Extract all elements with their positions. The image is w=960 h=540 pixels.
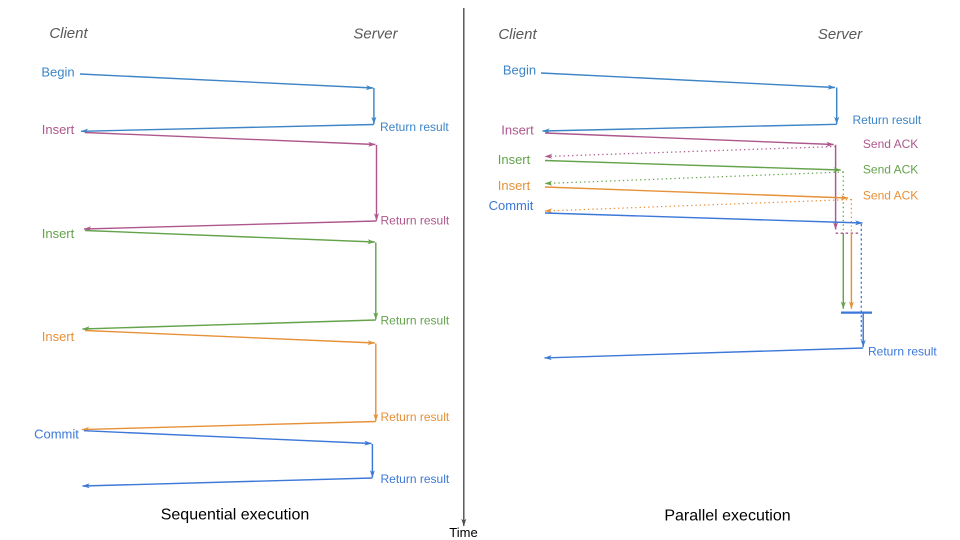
svg-text:Insert: Insert <box>498 178 531 193</box>
svg-text:Insert: Insert <box>42 329 75 344</box>
svg-text:Send ACK: Send ACK <box>863 137 918 151</box>
svg-text:Begin: Begin <box>41 64 74 79</box>
svg-text:Sequential execution: Sequential execution <box>161 507 310 524</box>
svg-text:Return result: Return result <box>380 120 449 134</box>
svg-text:Return result: Return result <box>381 472 450 486</box>
svg-text:Return result: Return result <box>868 344 937 358</box>
svg-text:Time: Time <box>449 525 477 540</box>
svg-text:Send ACK: Send ACK <box>863 163 918 177</box>
svg-text:Return result: Return result <box>381 213 450 227</box>
svg-text:Send ACK: Send ACK <box>863 189 918 203</box>
svg-text:Begin: Begin <box>503 63 536 78</box>
svg-text:Return result: Return result <box>381 313 450 327</box>
svg-text:Client: Client <box>498 26 537 43</box>
svg-text:Insert: Insert <box>501 123 534 138</box>
svg-text:Insert: Insert <box>42 226 75 241</box>
svg-text:Commit: Commit <box>34 426 79 441</box>
svg-text:Commit: Commit <box>489 198 534 213</box>
svg-text:Insert: Insert <box>498 152 531 167</box>
svg-text:Insert: Insert <box>42 122 75 137</box>
svg-text:Return result: Return result <box>381 410 450 424</box>
svg-text:Server: Server <box>818 26 863 43</box>
svg-text:Parallel execution: Parallel execution <box>664 508 790 525</box>
svg-text:Return result: Return result <box>853 113 922 127</box>
svg-text:Client: Client <box>49 25 88 42</box>
svg-text:Server: Server <box>353 26 398 43</box>
